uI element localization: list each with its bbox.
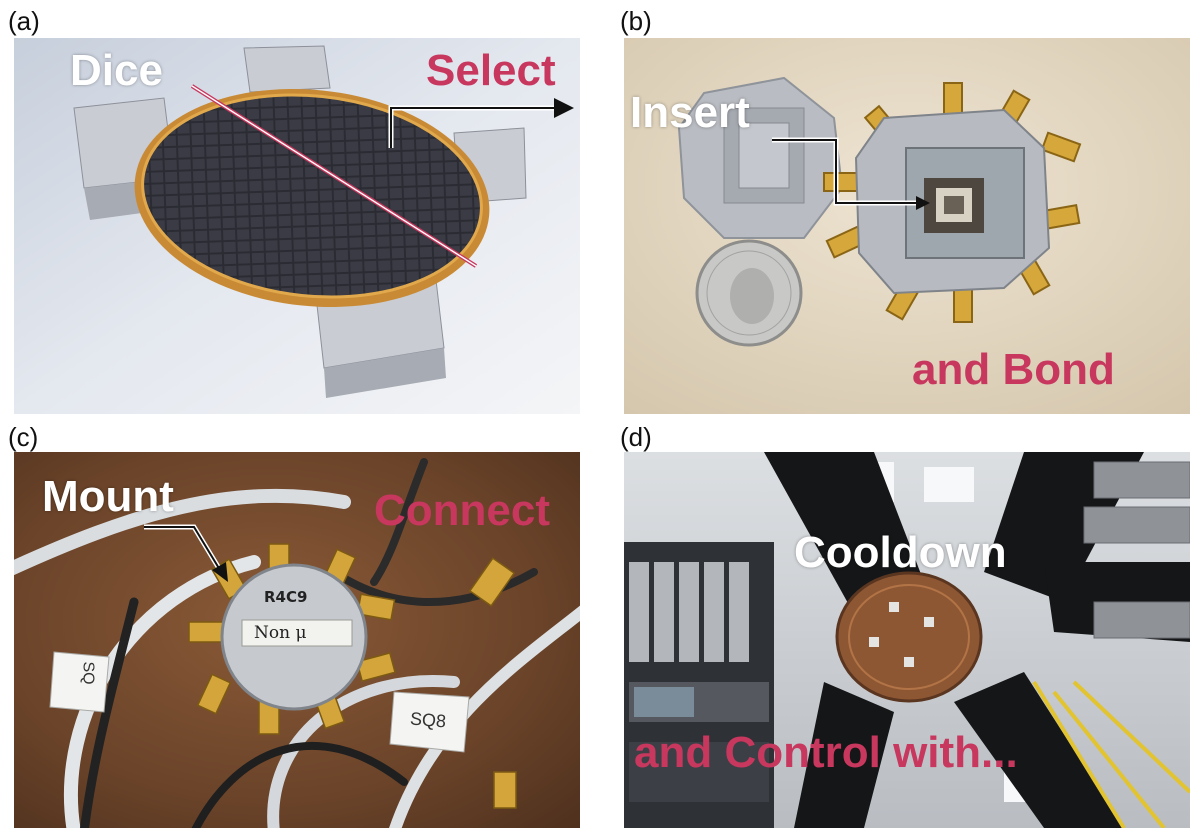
panel-b-photo-sample-box: Insert and Bond	[624, 38, 1190, 414]
panel-c-photo-mount: R4C9 Non μ SQ8 SQ Mount Connect	[14, 452, 580, 828]
caption-and-bond: and Bond	[912, 345, 1115, 394]
panel-d-photo-cryostat: Cooldown and Control with...	[624, 452, 1190, 828]
caption-insert: Insert	[630, 88, 750, 137]
chip-label-r4c9: R4C9	[264, 588, 308, 606]
panel-a-label: (a)	[8, 6, 40, 36]
caption-dice: Dice	[70, 46, 163, 95]
caption-cooldown: Cooldown	[794, 528, 1007, 577]
caption-select: Select	[426, 46, 556, 95]
panel-b-label: (b)	[620, 6, 652, 36]
chip-label-non-mu: Non μ	[254, 623, 307, 643]
panel-a-photo-wafer: Dice Select	[14, 38, 580, 414]
panel-d-label: (d)	[620, 422, 652, 452]
cable-tag-sq8: SQ8	[409, 708, 447, 732]
cable-tag-sq: SQ	[79, 661, 97, 685]
caption-and-control-with: and Control with...	[634, 728, 1018, 777]
caption-mount: Mount	[42, 472, 174, 521]
panel-c-label: (c)	[8, 422, 39, 452]
caption-connect: Connect	[374, 486, 550, 535]
